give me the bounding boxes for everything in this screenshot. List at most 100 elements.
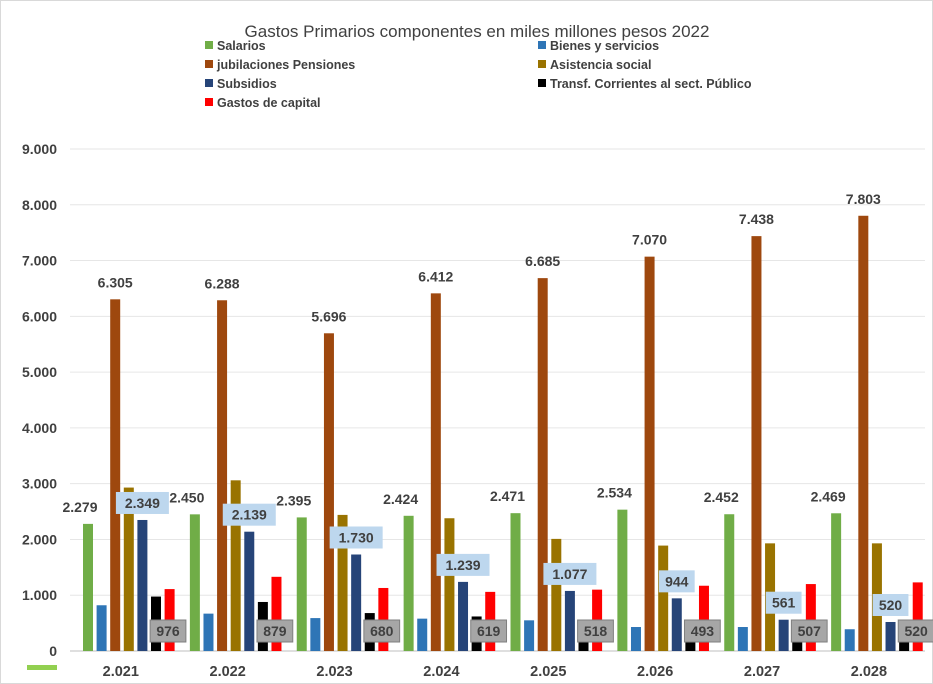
data-label-box (765, 591, 802, 614)
data-label-box (683, 619, 721, 643)
x-tick-label: 2.027 (744, 664, 780, 680)
data-label-group: 6.685 (525, 253, 560, 269)
bar (658, 545, 669, 651)
data-label: 2.471 (490, 488, 525, 504)
data-label: 493 (691, 623, 715, 639)
legend-swatch (205, 60, 213, 68)
y-tick-label: 1.000 (22, 587, 57, 603)
data-label: 2.534 (597, 485, 632, 501)
data-label-group: 2.471 (490, 488, 525, 504)
data-label-group: 6.288 (205, 275, 240, 291)
y-axis: 0 1.000 2.000 3.000 4.000 5.000 6.000 7.000 8.00… (22, 141, 57, 659)
bar (617, 509, 628, 651)
data-label: 1.077 (552, 566, 587, 582)
data-label-box (256, 619, 294, 643)
x-tick-label: 2.023 (316, 664, 352, 680)
data-label-group: 2.395 (276, 492, 311, 508)
bar (458, 581, 469, 651)
legend-swatch (205, 98, 213, 106)
x-tick-label: 2.022 (210, 664, 246, 680)
y-tick-label: 9.000 (22, 141, 57, 157)
data-label: 2.395 (276, 492, 311, 508)
data-label-box (543, 562, 597, 585)
data-label-group: 6.305 (98, 274, 133, 290)
data-label-box (872, 593, 909, 616)
data-label: 619 (477, 623, 501, 639)
data-label: 944 (665, 573, 689, 589)
data-label-group: 1.077 (543, 562, 597, 585)
bar (417, 618, 428, 651)
bar (778, 619, 789, 651)
data-label-box (658, 570, 695, 593)
bar (96, 605, 107, 651)
bar (430, 293, 441, 651)
bar (378, 587, 389, 651)
bar (912, 582, 923, 651)
legend-swatch (205, 79, 213, 87)
data-label: 7.803 (846, 191, 881, 207)
bar (137, 519, 148, 651)
data-label-group: 507 (790, 619, 828, 643)
data-label: 2.450 (169, 489, 204, 505)
data-label: 2.469 (811, 488, 846, 504)
bar (337, 514, 348, 651)
data-label-group: 680 (363, 619, 401, 643)
data-label-box (897, 619, 933, 643)
bar (630, 627, 641, 651)
bar (510, 513, 521, 651)
data-label-group: 2.279 (62, 499, 97, 515)
legend-label: Bienes y servicios (550, 39, 659, 53)
data-label-group: 518 (577, 619, 614, 643)
bar (244, 531, 255, 651)
legend-item: Subsidios (205, 77, 277, 91)
y-tick-label: 6.000 (22, 308, 57, 324)
bar (805, 584, 816, 651)
bar (351, 554, 362, 651)
data-label: 561 (772, 595, 796, 611)
bar (551, 538, 562, 651)
x-tick-label: 2.024 (423, 664, 459, 680)
data-label: 1.239 (446, 557, 481, 573)
data-label: 6.288 (205, 275, 240, 291)
data-label-box (222, 503, 276, 526)
bar (271, 576, 282, 651)
data-label-group: 7.438 (739, 211, 774, 227)
bar (698, 585, 709, 651)
bar (524, 620, 535, 651)
bar (751, 236, 762, 652)
data-label-group: 520 (897, 619, 933, 643)
legend-line-marker (27, 665, 57, 670)
bar (230, 480, 241, 651)
data-label: 7.070 (632, 232, 667, 248)
legend-label: Salarios (217, 39, 266, 53)
data-label: 1.730 (339, 530, 374, 546)
data-label-group: 520 (872, 593, 909, 616)
bar (858, 215, 869, 652)
legend-item: Gastos de capital (205, 96, 321, 110)
bar (296, 517, 307, 651)
bar (644, 256, 655, 651)
data-label-group: 976 (149, 619, 187, 643)
data-label-group: 493 (683, 619, 721, 643)
y-tick-label: 4.000 (22, 420, 57, 436)
data-label-group: 2.450 (169, 489, 204, 505)
bar (831, 513, 842, 651)
y-tick-label: 2.000 (22, 531, 57, 547)
legend-label: Asistencia social (550, 58, 651, 72)
x-tick-label: 2.028 (851, 664, 887, 680)
data-label-box (363, 619, 401, 643)
x-tick-label: 2.025 (530, 664, 566, 680)
legend-item: jubilaciones Pensiones (205, 58, 355, 72)
data-label-box (436, 553, 490, 576)
data-label-group: 944 (658, 570, 695, 593)
data-label-box (470, 619, 508, 643)
data-label-box (790, 619, 828, 643)
data-label: 6.685 (525, 253, 560, 269)
bar (123, 487, 134, 651)
data-label-group: 6.412 (418, 268, 453, 284)
bar (83, 523, 93, 651)
legend-label: Gastos de capital (217, 96, 321, 110)
data-label: 507 (798, 623, 822, 639)
x-tick-label: 2.021 (103, 664, 139, 680)
data-label-group: 7.803 (846, 191, 881, 207)
